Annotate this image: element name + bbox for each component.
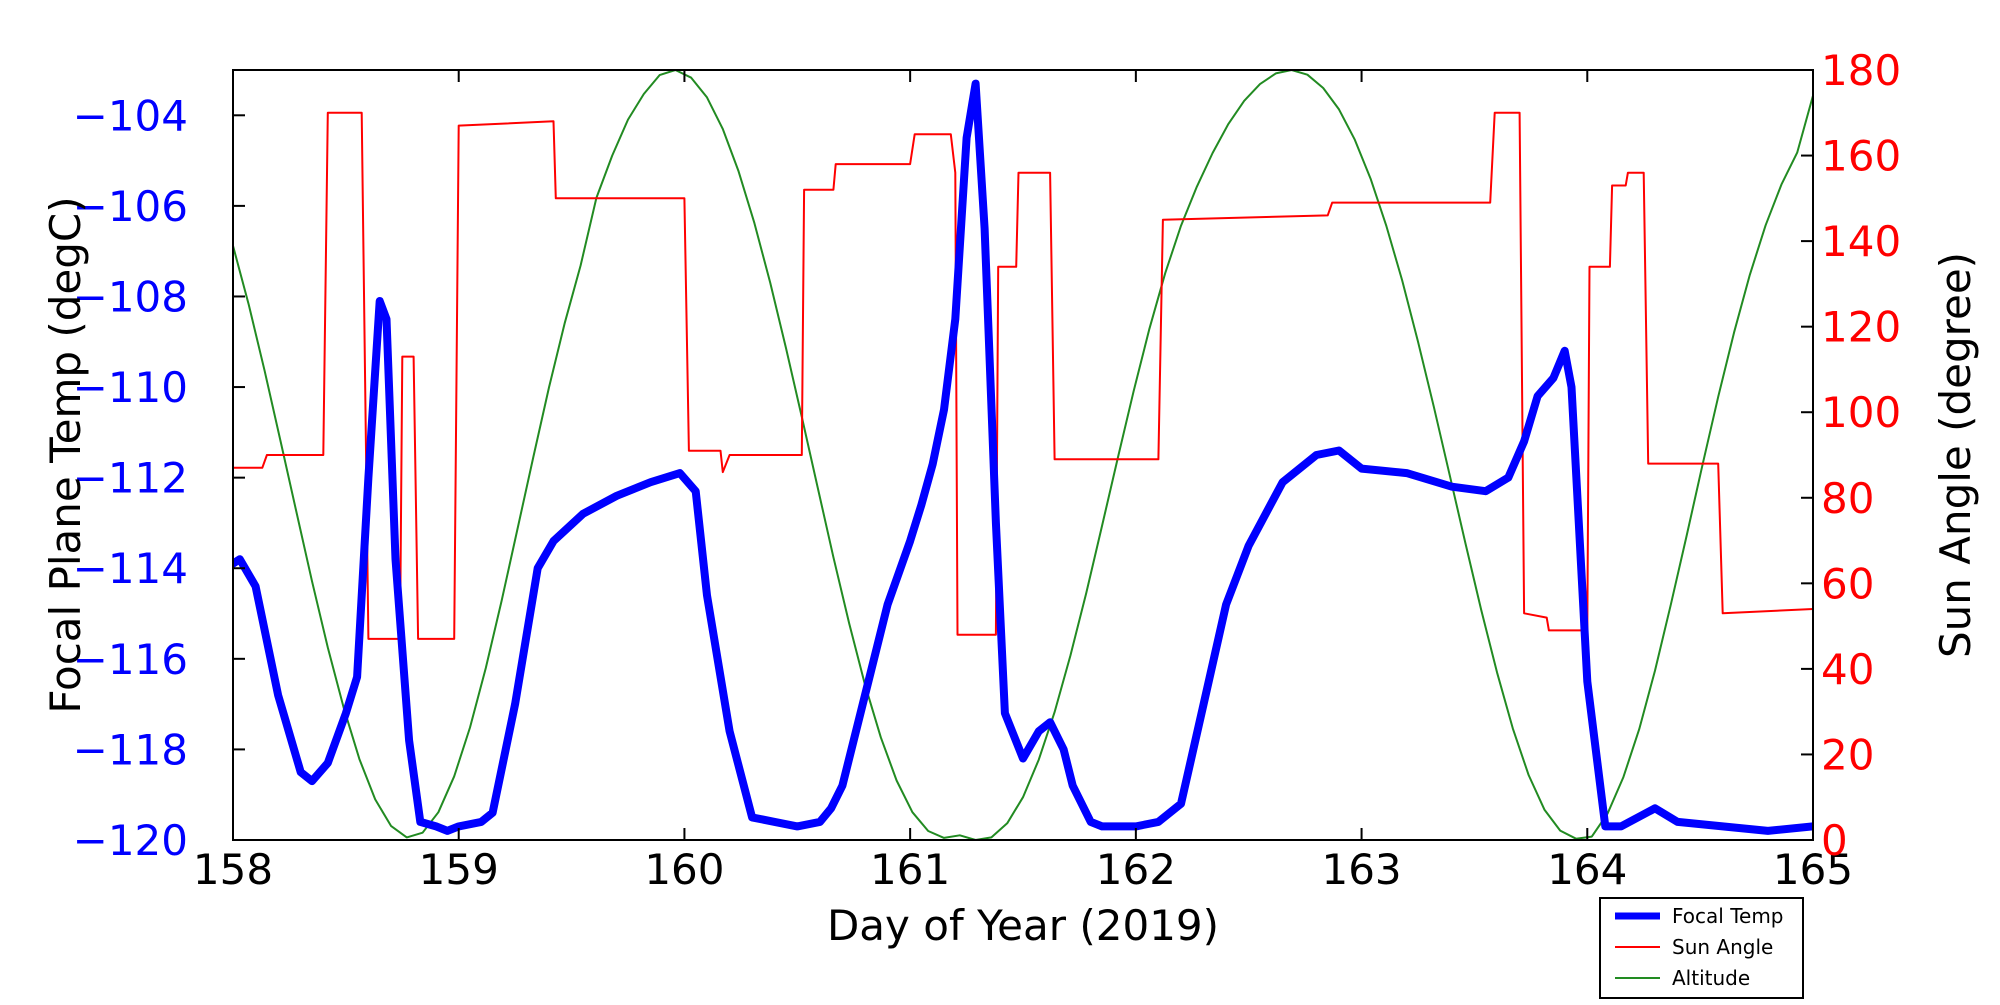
series-focal-temp [233, 79, 1813, 835]
y-right-tick-label-120: 120 [1821, 303, 1901, 352]
y-left-axis-label: Focal Plane Temp (degC) [41, 196, 90, 713]
legend: Focal Temp Sun Angle Altitude [1599, 897, 1804, 999]
y-left-tick-label--114: −114 [73, 544, 188, 593]
x-tick-label-164: 164 [1547, 845, 1627, 894]
y-left-tick-label--120: −120 [73, 816, 188, 865]
y-right-tick-label-80: 80 [1821, 474, 1874, 523]
x-tick-label-165: 165 [1773, 845, 1853, 894]
y-left-tick-label--106: −106 [73, 182, 188, 231]
x-tick-label-158: 158 [193, 845, 273, 894]
y-left-tick-label--110: −110 [73, 363, 188, 412]
x-axis-ticks: 158 159 160 161 162 163 164 165 [193, 70, 1853, 894]
y-right-tick-label-140: 140 [1821, 217, 1901, 266]
y-right-tick-label-160: 160 [1821, 132, 1901, 181]
plot-frame [232, 69, 1814, 841]
x-axis-label: Day of Year (2019) [827, 901, 1219, 950]
legend-label-sun-angle: Sun Angle [1672, 935, 1773, 959]
y-right-axis-ticks: 0 20 40 60 80 100 120 140 160 180 [1801, 46, 1901, 865]
y-right-axis-label: Sun Angle (degree) [1931, 252, 1980, 658]
y-left-axis-ticks: −120 −118 −116 −114 −112 −110 −108 −106 −104 [73, 91, 245, 865]
series-layer [233, 70, 1813, 840]
y-left-tick-label--116: −116 [73, 635, 188, 684]
y-right-tick-label-100: 100 [1821, 388, 1901, 437]
y-left-tick-label--118: −118 [73, 725, 188, 774]
x-tick-label-159: 159 [419, 845, 499, 894]
y-right-tick-label-40: 40 [1821, 645, 1874, 694]
legend-label-altitude: Altitude [1672, 966, 1750, 990]
x-tick-label-162: 162 [1096, 845, 1176, 894]
y-right-tick-label-0: 0 [1821, 816, 1848, 865]
y-right-tick-label-180: 180 [1821, 46, 1901, 95]
x-tick-label-160: 160 [644, 845, 724, 894]
plot-area [233, 70, 1813, 840]
y-right-tick-label-60: 60 [1821, 559, 1874, 608]
series-sun-angle [233, 111, 1813, 640]
x-tick-label-163: 163 [1321, 845, 1401, 894]
y-right-tick-label-20: 20 [1821, 730, 1874, 779]
x-tick-label-161: 161 [870, 845, 950, 894]
series-altitude [233, 70, 1813, 840]
y-left-tick-label--104: −104 [73, 91, 188, 140]
y-left-tick-label--108: −108 [73, 272, 188, 321]
y-left-tick-label--112: −112 [73, 454, 188, 503]
legend-label-focal-temp: Focal Temp [1672, 904, 1784, 928]
